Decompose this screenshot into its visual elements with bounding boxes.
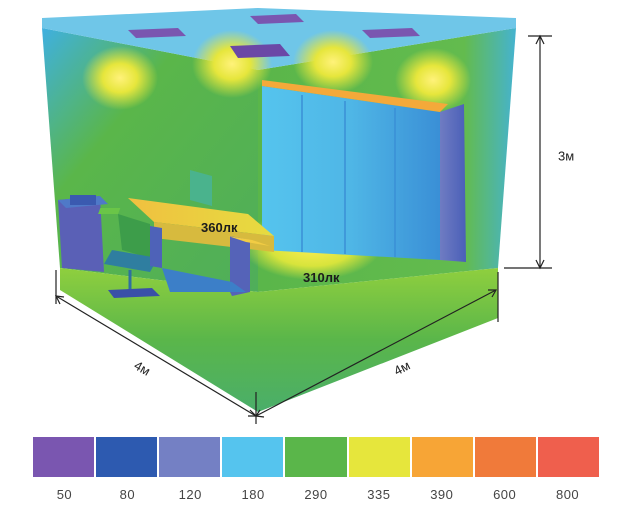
desk-leg-left	[150, 226, 162, 268]
floor	[60, 268, 498, 412]
desk-base	[162, 268, 246, 292]
illuminance-scale-ticks: 50 80 120 180 290 335 390 600 800	[33, 487, 599, 502]
height-label: 3м	[558, 148, 574, 163]
monitor	[190, 170, 212, 206]
legend-swatch	[411, 437, 475, 477]
legend-tick-label: 600	[493, 487, 517, 502]
depth-label: 4м	[131, 358, 153, 379]
height-dimension	[504, 34, 552, 270]
wall-light-spot	[395, 48, 471, 112]
side-cabinet	[58, 196, 104, 272]
ceiling	[42, 8, 516, 70]
legend-swatch	[474, 437, 538, 477]
ceiling-light-panel	[128, 28, 186, 38]
ceiling-light-panel	[230, 44, 290, 58]
office-chair-base	[108, 288, 160, 298]
legend-swatch	[348, 437, 412, 477]
floor-illuminance-label: 310лк	[303, 270, 340, 285]
wall-light-spot	[192, 30, 272, 98]
wardrobe-top	[262, 80, 448, 112]
wall-light-spot	[82, 46, 158, 110]
legend-swatch	[285, 437, 349, 477]
desk-return-top	[228, 236, 270, 246]
office-chair	[118, 214, 150, 258]
depth-dimension	[54, 270, 258, 424]
ceiling-light-panel	[362, 28, 420, 38]
wardrobe-side	[440, 104, 466, 262]
legend-tick-label: 120	[178, 487, 202, 502]
keyboard	[98, 208, 121, 214]
legend-swatch	[159, 437, 223, 477]
room-illuminance-render: 3м 4м 4м 360лк 310лк	[42, 8, 574, 424]
desk-top	[128, 198, 274, 236]
width-dimension	[254, 272, 499, 418]
legend-tick-label: 390	[430, 487, 454, 502]
desk-return	[230, 236, 250, 296]
wall-light-spot	[293, 30, 373, 94]
legend-tick-label: 335	[367, 487, 391, 502]
legend-tick-label: 800	[555, 487, 580, 502]
office-chair-seat	[104, 250, 158, 272]
wardrobe-front	[262, 86, 440, 260]
width-label: 4м	[391, 358, 412, 379]
legend-tick-label: 50	[56, 487, 73, 502]
legend-tick-label: 80	[119, 487, 136, 502]
legend-swatch	[537, 437, 599, 477]
legend-swatch	[222, 437, 286, 477]
printer	[70, 195, 96, 205]
legend-swatch	[33, 437, 97, 477]
legend-tick-label: 180	[241, 487, 265, 502]
legend-swatch	[96, 437, 160, 477]
legend-tick-label: 290	[304, 487, 328, 502]
ceiling-light-panel	[250, 14, 304, 24]
illuminance-color-scale	[33, 437, 599, 477]
desk-illuminance-label: 360лк	[201, 220, 238, 235]
